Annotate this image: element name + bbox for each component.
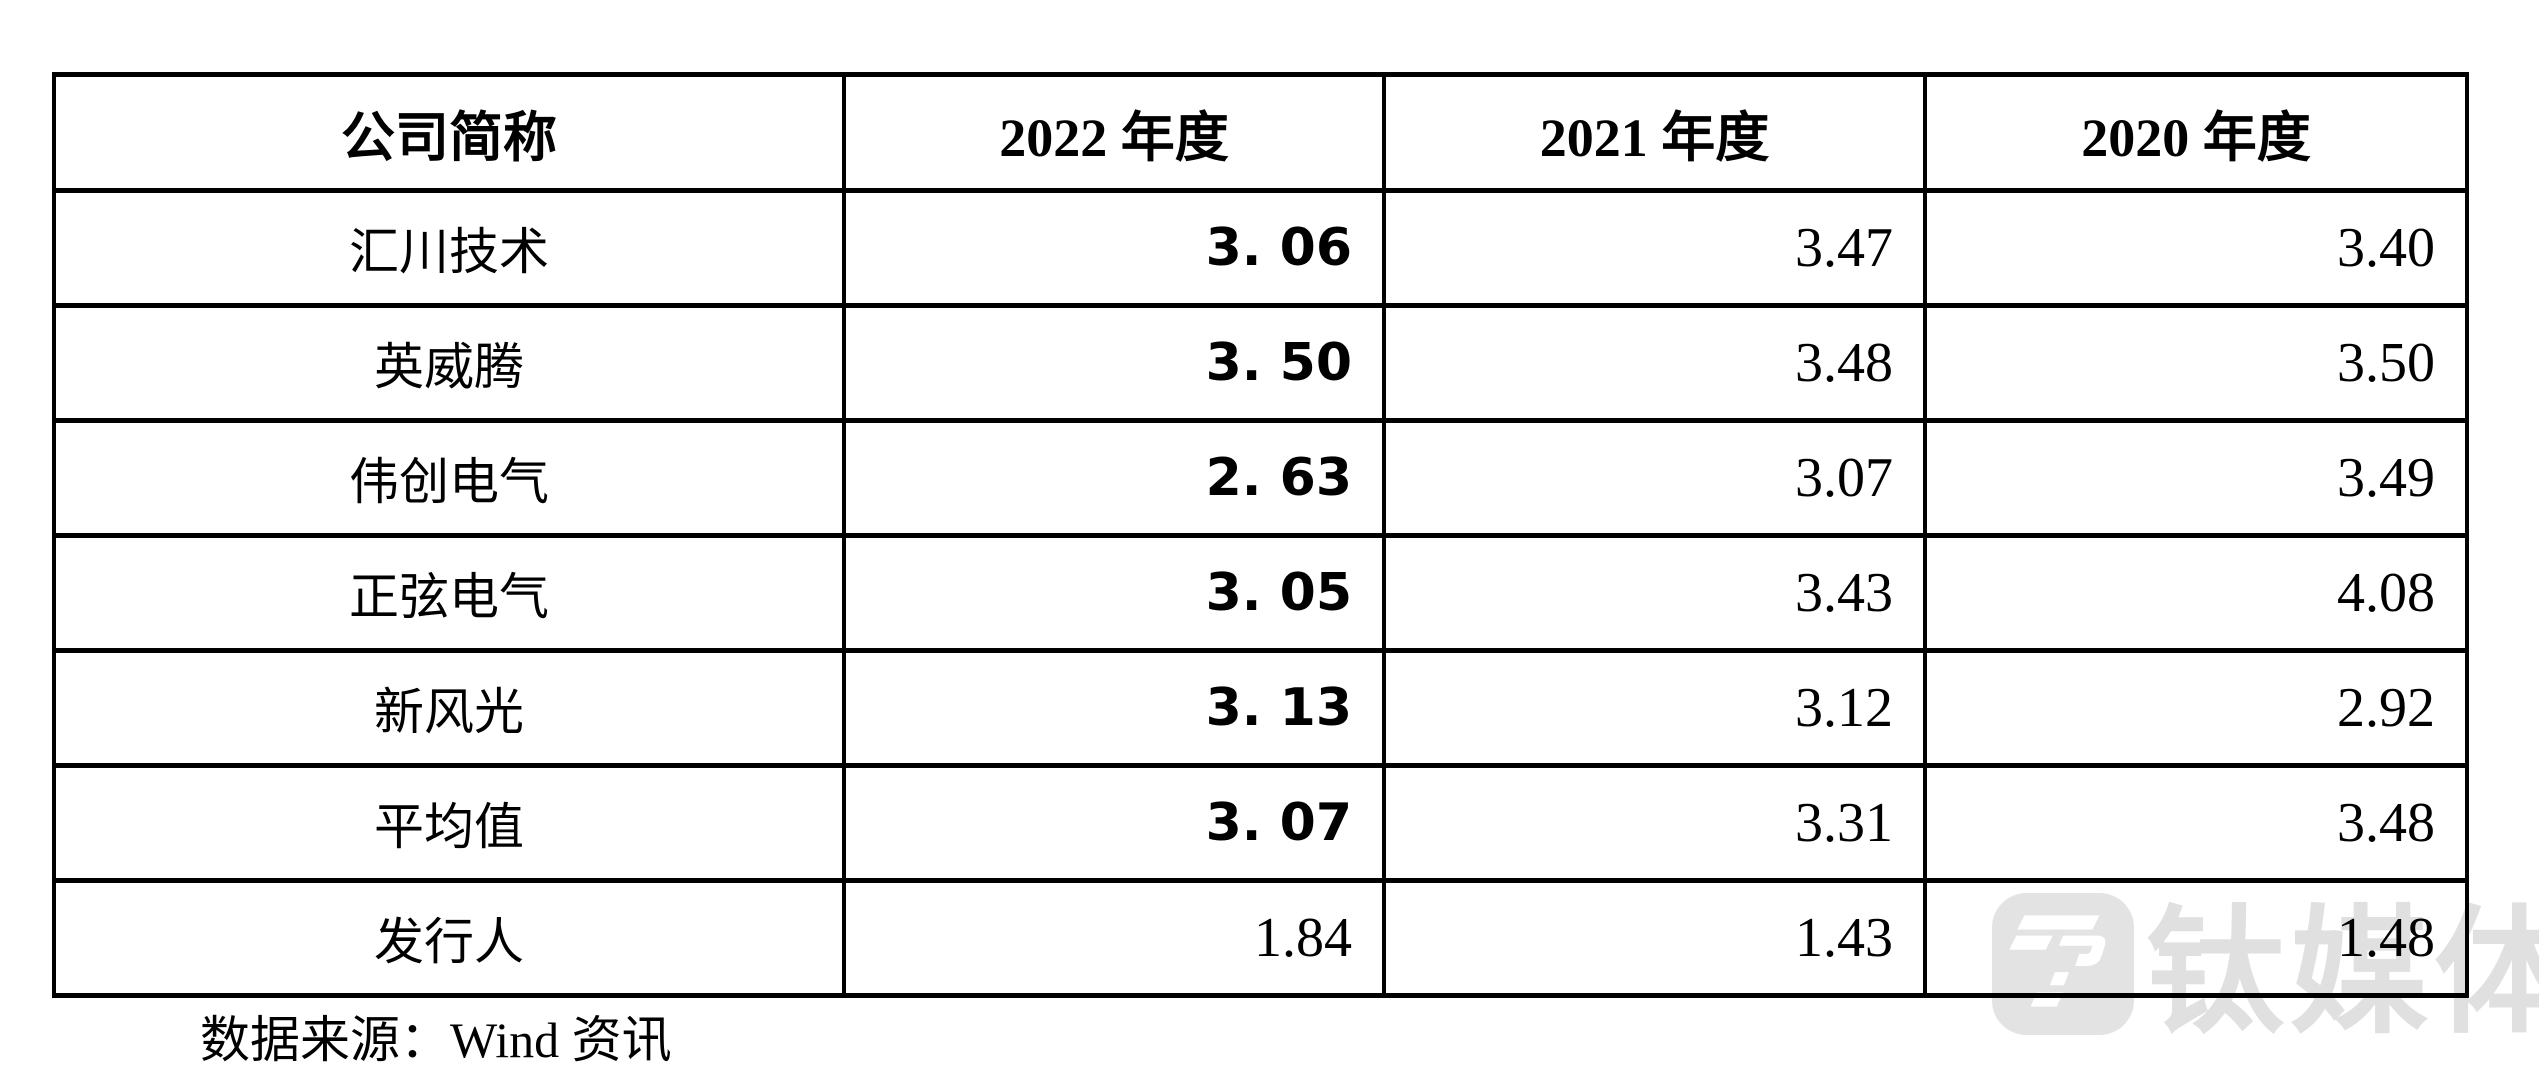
- value-2020-cell: 3.48: [1923, 763, 2469, 883]
- table-row: 发行人 1.84 1.43 1.48: [52, 878, 2469, 998]
- company-name-cell: 汇川技术: [52, 188, 846, 308]
- header-company: 公司简称: [52, 72, 846, 193]
- value-2021-cell: 3.47: [1382, 188, 1927, 308]
- value-2020-cell: 4.08: [1923, 533, 2469, 653]
- value-2021-cell: 1.43: [1382, 878, 1927, 998]
- table-row: 新风光 3. 13 3.12 2.92: [52, 648, 2469, 768]
- value-2021-cell: 3.31: [1382, 763, 1927, 883]
- table-row: 伟创电气 2. 63 3.07 3.49: [52, 418, 2469, 538]
- value-2021-cell: 3.48: [1382, 303, 1927, 423]
- table-row: 汇川技术 3. 06 3.47 3.40: [52, 188, 2469, 308]
- company-name-cell: 正弦电气: [52, 533, 846, 653]
- value-2021-cell: 3.12: [1382, 648, 1927, 768]
- value-2020-cell: 3.40: [1923, 188, 2469, 308]
- header-year-2020: 2020 年度: [1923, 72, 2469, 193]
- value-2022-cell: 3. 05: [842, 533, 1386, 653]
- data-source-note: 数据来源：Wind 资讯: [200, 1012, 672, 1068]
- company-name-cell: 英威腾: [52, 303, 846, 423]
- value-2022-cell: 3. 07: [842, 763, 1386, 883]
- value-2022-cell: 1.84: [842, 878, 1386, 998]
- value-2021-cell: 3.43: [1382, 533, 1927, 653]
- comparison-table: 公司简称 2022 年度 2021 年度 2020 年度 汇川技术 3. 06 …: [52, 72, 2469, 998]
- company-name-cell: 新风光: [52, 648, 846, 768]
- value-2022-cell: 3. 06: [842, 188, 1386, 308]
- company-name-cell: 伟创电气: [52, 418, 846, 538]
- value-2022-cell: 2. 63: [842, 418, 1386, 538]
- table-row: 英威腾 3. 50 3.48 3.50: [52, 303, 2469, 423]
- value-2022-cell: 3. 50: [842, 303, 1386, 423]
- company-name-cell: 平均值: [52, 763, 846, 883]
- value-2020-cell: 3.50: [1923, 303, 2469, 423]
- value-2022-cell: 3. 13: [842, 648, 1386, 768]
- header-year-2022: 2022 年度: [842, 72, 1386, 193]
- value-2020-cell: 1.48: [1923, 878, 2469, 998]
- table-row: 正弦电气 3. 05 3.43 4.08: [52, 533, 2469, 653]
- table-header-row: 公司简称 2022 年度 2021 年度 2020 年度: [52, 72, 2469, 193]
- value-2021-cell: 3.07: [1382, 418, 1927, 538]
- value-2020-cell: 2.92: [1923, 648, 2469, 768]
- table-row: 平均值 3. 07 3.31 3.48: [52, 763, 2469, 883]
- company-name-cell: 发行人: [52, 878, 846, 998]
- header-year-2021: 2021 年度: [1382, 72, 1927, 193]
- value-2020-cell: 3.49: [1923, 418, 2469, 538]
